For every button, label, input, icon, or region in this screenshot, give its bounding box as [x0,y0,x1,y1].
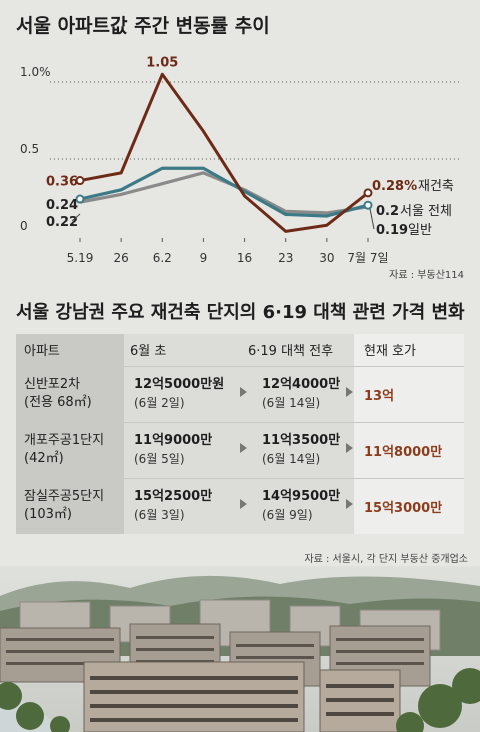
early-price: 15억2500만 [134,489,213,505]
apartment-name: 개포주공1단지 [24,433,105,448]
early-cell: 11억9000만 (6월 5일) [124,421,242,478]
y-tick-label: 0 [20,219,28,233]
header-early-june: 6월 초 [124,334,242,366]
series-line-seoul-total [79,166,369,218]
apartment-complex-photo [0,566,480,732]
table-title: 서울 강남권 주요 재건축 단지의 6·19 대책 관련 가격 변화 [16,302,465,323]
apartment-name: 신반포2차 [24,377,81,392]
header-current: 현재 호가 [354,334,464,366]
table-source: 자료 : 서울시, 각 단지 부동산 중개업소 [304,554,468,565]
x-tick-label: 7월 7일 [347,251,388,265]
header-policy: 6·19 대책 전후 [242,334,354,366]
series-point [363,200,373,210]
x-axis-ticks: 5.19 26 6.2 9 16 23 30 7월 7일 [67,251,389,265]
x-tick-label: 23 [278,251,293,265]
arrow-right-icon [240,498,247,509]
early-date: (6월 5일) [134,452,185,466]
apartment-cell: 신반포2차 (전용 68㎡) [16,365,124,422]
peak-label: 1.05 [146,55,178,70]
early-date: (6월 3일) [134,508,185,523]
arrow-right-icon [240,442,247,453]
start-label-reconstruction: 0.36 [46,175,78,190]
x-tick-label: 5.19 [67,251,94,265]
end-value-reconstruction: 0.28% [372,179,417,194]
early-price: 12억5000만원 [134,377,225,392]
after-cell: 12억4000만 (6월 14일) [240,365,354,422]
series-lines [75,72,373,233]
early-cell: 15억2500만 (6월 3일) [124,477,242,534]
table-row: 개포주공1단지 (42㎡) 11억9000만 (6월 5일) 11억3500만 … [16,421,464,478]
apartment-cell: 잠실주공5단지 (103㎡) [16,477,124,534]
table-row: 잠실주공5단지 (103㎡) 15억2500만 (6월 3일) 14억9500만… [16,477,464,534]
current-cell: 15억3000만 [346,477,464,534]
after-date: (6월 14일) [262,396,321,410]
arrow-right-icon [346,442,353,453]
apartment-size: (103㎡) [24,507,72,523]
after-cell: 11억3500만 (6월 14일) [240,421,354,478]
y-tick-label: 1.0% [20,65,51,79]
line-chart: 서울 아파트값 주간 변동률 추이 1.0% 0.5 0 5.19 26 6.2 9 16 2… [16,15,464,281]
arrow-right-icon [346,498,353,509]
x-tick-label: 30 [319,251,334,265]
y-tick-label: 0.5 [20,142,39,156]
current-cell: 11억8000만 [346,421,464,478]
chart-grid [50,81,460,242]
apartment-size: (전용 68㎡) [24,395,92,410]
leader-line [369,208,375,230]
table-header-row: 아파트 6월 초 6·19 대책 전후 현재 호가 [16,334,464,366]
price-table: 아파트 6월 초 6·19 대책 전후 현재 호가 신반포2차 (전용 68㎡)… [16,334,464,534]
series-point [363,188,373,198]
table-row: 신반포2차 (전용 68㎡) 12억5000만원 (6월 2일) 12억4000… [16,365,464,422]
current-price: 11억8000만 [364,444,443,460]
after-price: 11억3500만 [262,433,341,448]
early-date: (6월 2일) [134,396,185,410]
chart-source: 자료 : 부동산114 [389,269,464,281]
start-label-seoul: 0.24 [46,198,78,213]
data-labels: 0.36 0.24 0.22 1.05 0.28% 재건축 0.2 서울 전체 0.19 일반 [46,55,454,238]
y-axis-ticks: 1.0% 0.5 0 [20,65,51,233]
apartment-size: (42㎡) [24,451,64,466]
after-date: (6월 9일) [262,508,313,523]
after-date: (6월 14일) [262,452,321,466]
header-apartment: 아파트 [16,334,124,366]
series-line-reconstruction [79,72,369,233]
series-point [75,194,85,204]
after-cell: 14억9500만 (6월 9일) [240,477,354,534]
end-name-general: 일반 [408,223,432,238]
apartment-name: 잠실주공5단지 [24,489,105,505]
x-tick-label: 16 [237,251,252,265]
end-value-seoul: 0.2 [376,204,399,219]
after-price: 12억4000만 [262,377,341,392]
current-cell: 13억 [346,365,464,422]
early-cell: 12억5000만원 (6월 2일) [124,365,242,422]
current-price: 13억 [364,388,395,404]
series-point [75,176,85,186]
current-price: 15억3000만 [364,500,443,516]
end-value-general: 0.19 [376,223,408,238]
arrow-right-icon [240,386,247,397]
x-tick-label: 6.2 [153,251,172,265]
x-tick-label: 26 [114,251,129,265]
x-tick-label: 9 [200,251,208,265]
end-name-reconstruction: 재건축 [418,179,454,194]
chart-title: 서울 아파트값 주간 변동률 추이 [16,15,270,37]
apartment-cell: 개포주공1단지 (42㎡) [16,421,124,478]
leader-line [71,213,81,222]
arrow-right-icon [346,386,353,397]
after-price: 14억9500만 [262,489,341,505]
early-price: 11억9000만 [134,433,213,448]
end-name-seoul: 서울 전체 [400,204,452,219]
start-label-general: 0.22 [46,215,78,230]
